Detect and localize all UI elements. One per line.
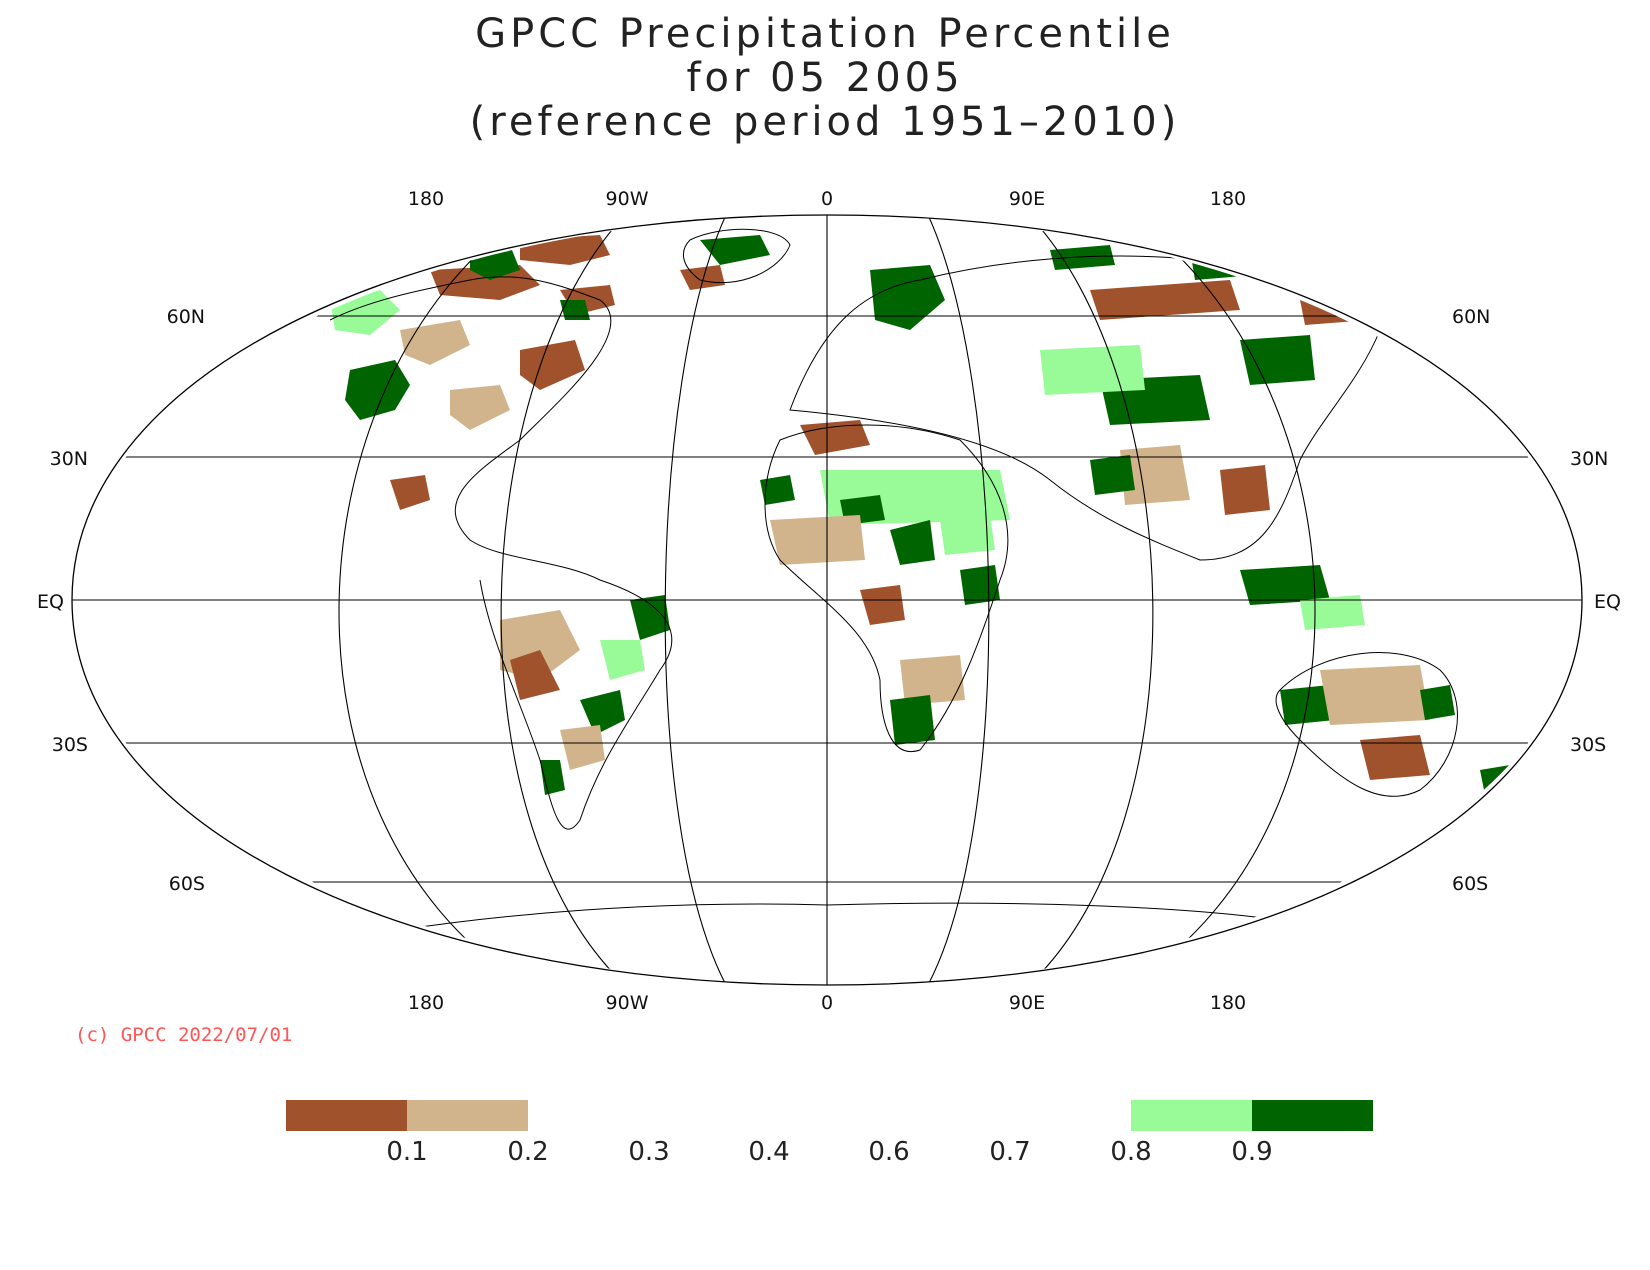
lat-label-left-30n: 30N (50, 448, 88, 470)
lon-label-top-3: 0 (821, 188, 833, 210)
legend-ticks: 0.1 0.2 0.3 0.4 0.6 0.7 0.8 0.9 (386, 1137, 1272, 1167)
lon-labels-top: 180 90W 0 90E 180 (408, 188, 1246, 210)
coastlines (329, 228, 1458, 931)
legend-swatch-0-8-to-0-9 (1131, 1100, 1252, 1131)
lon-label-bottom-2: 90W (606, 992, 649, 1014)
lat-labels-right: 60N 30N EQ 30S 60S (1452, 306, 1621, 895)
legend-tick-0-2: 0.2 (507, 1137, 548, 1167)
lat-label-left-eq: EQ (37, 591, 64, 613)
legend-tick-0-1: 0.1 (386, 1137, 427, 1167)
lon-label-top-5: 180 (1210, 188, 1246, 210)
legend-swatch-below-0-1 (286, 1100, 407, 1131)
lat-label-right-30s: 30S (1570, 734, 1606, 756)
lat-label-left-30s: 30S (52, 734, 88, 756)
lon-labels-bottom: 180 90W 0 90E 180 (408, 992, 1246, 1014)
lat-label-left-60s: 60S (169, 873, 205, 895)
title-line-3: (reference period 1951–2010) (469, 99, 1181, 145)
lat-label-right-60s: 60S (1452, 873, 1488, 895)
lat-labels-left: 60N 30N EQ 30S 60S (37, 306, 205, 895)
lat-label-right-eq: EQ (1594, 591, 1621, 613)
legend-tick-0-6: 0.6 (868, 1137, 909, 1167)
title-line-2: for 05 2005 (686, 55, 964, 101)
copyright-note: (c) GPCC 2022/07/01 (75, 1024, 293, 1046)
lon-label-top-2: 90W (606, 188, 649, 210)
legend-swatch-0-1-to-0-2 (407, 1100, 528, 1131)
lon-label-top-4: 90E (1009, 188, 1045, 210)
legend-tick-0-8: 0.8 (1110, 1137, 1151, 1167)
legend-tick-0-9: 0.9 (1231, 1137, 1272, 1167)
lon-label-bottom-4: 90E (1009, 992, 1045, 1014)
meridian-lines (338, 215, 1316, 985)
lon-label-bottom-5: 180 (1210, 992, 1246, 1014)
legend-tick-0-4: 0.4 (748, 1137, 789, 1167)
lat-label-right-60n: 60N (1452, 306, 1490, 328)
legend-swatch-above-0-9 (1252, 1100, 1373, 1131)
legend-colorbar (286, 1100, 1373, 1131)
lat-label-left-60n: 60N (167, 306, 205, 328)
legend-tick-0-3: 0.3 (628, 1137, 669, 1167)
lat-label-right-30n: 30N (1570, 448, 1608, 470)
lon-label-bottom-3: 0 (821, 992, 833, 1014)
title-line-1: GPCC Precipitation Percentile (475, 11, 1175, 57)
lon-label-bottom-1: 180 (408, 992, 444, 1014)
lon-label-top-1: 180 (408, 188, 444, 210)
legend-tick-0-7: 0.7 (989, 1137, 1030, 1167)
